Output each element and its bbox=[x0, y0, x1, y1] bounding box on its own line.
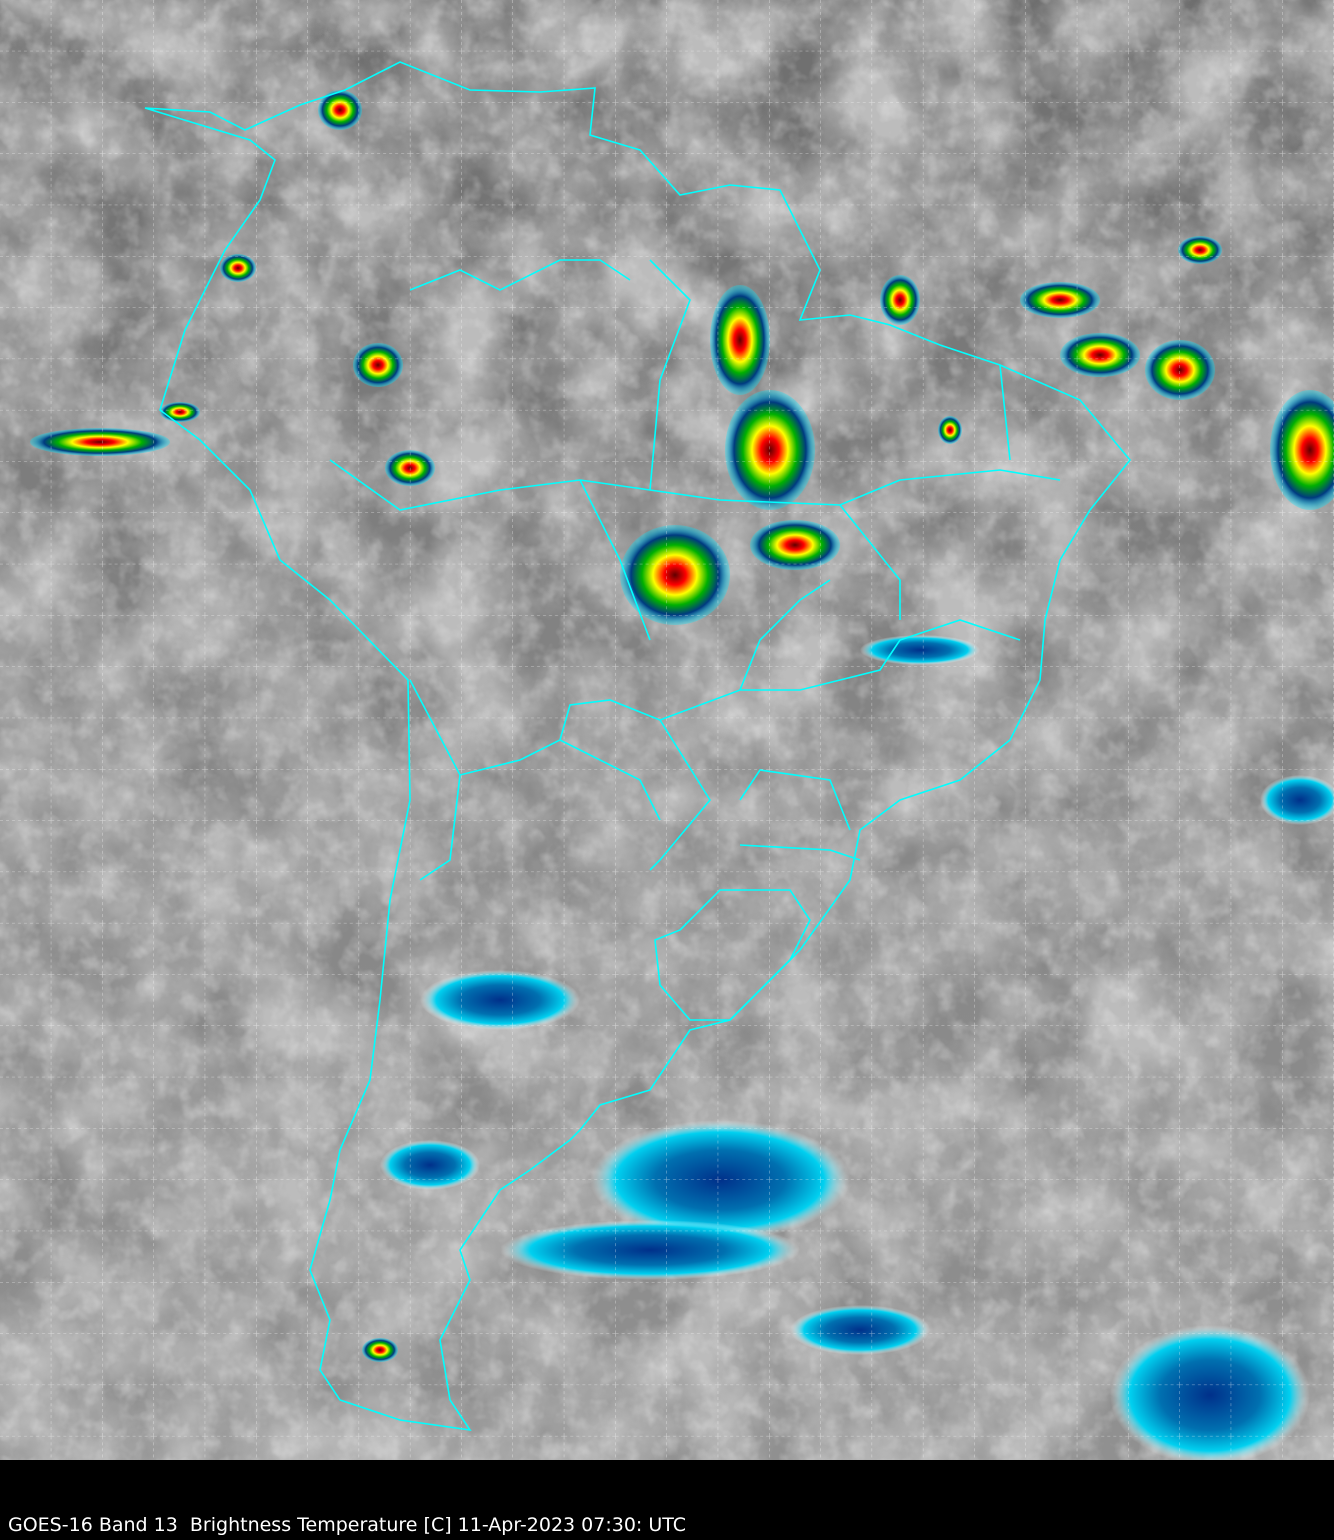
boundaries-overlay bbox=[144, 61, 1132, 1432]
satellite-image bbox=[0, 0, 1334, 1460]
continent-outline bbox=[144, 61, 1132, 1432]
internal-borders bbox=[329, 259, 1061, 1021]
image-caption: GOES-16 Band 13 Brightness Temperature [… bbox=[8, 1514, 687, 1536]
